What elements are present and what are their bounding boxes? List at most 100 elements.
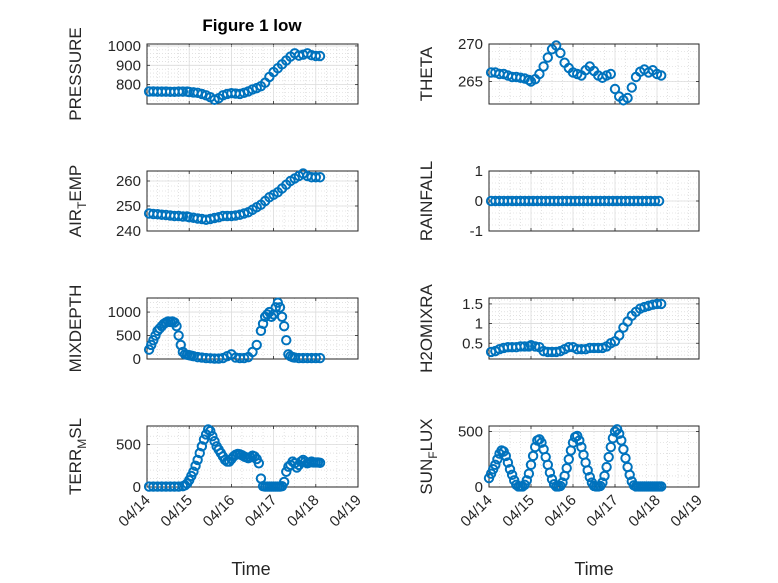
y-tick-label: 0 (133, 351, 141, 368)
data-point (253, 458, 265, 469)
data-point (551, 40, 562, 51)
data-point (651, 298, 663, 310)
data-point (188, 466, 199, 477)
y-tick-label: 500 (458, 424, 483, 441)
y-axis-label: RAINFALL (417, 161, 436, 241)
data-point (207, 430, 218, 442)
data-point (171, 320, 182, 332)
data-point (314, 352, 326, 364)
data-point (492, 454, 503, 465)
y-tick-label: 500 (116, 328, 141, 345)
data-point (266, 311, 277, 322)
data-point (276, 311, 288, 322)
axes-terr-msl: 0 500 TERRMSL 04/14 04/15 04/16 04/17 04/18 04/1… (66, 418, 365, 530)
data-point (538, 61, 549, 72)
y-axis-label: THETA (417, 46, 436, 101)
data-point (198, 434, 210, 445)
y-tick-label: 0.5 (462, 335, 483, 352)
x-tick-label: 04/14 (457, 492, 496, 531)
y-tick-label: 500 (116, 437, 141, 454)
data-point (500, 450, 511, 462)
data-point (536, 437, 547, 448)
x-tick-label: 04/15 (157, 492, 196, 531)
data-point (190, 460, 201, 472)
axes-sun-flux: 0 500 SUNFLUX 04/14 04/15 04/16 04/17 04/18 04/1… (417, 418, 706, 530)
data-point (605, 68, 616, 80)
data-point (542, 52, 553, 63)
y-tick-label: 240 (116, 223, 141, 240)
data-point (656, 481, 667, 492)
figure-title: Figure 1 low (202, 16, 302, 35)
data-point (653, 195, 665, 207)
y-tick-label: 0 (475, 479, 483, 496)
data-point (205, 425, 216, 437)
data-point (314, 172, 326, 183)
data-point (584, 471, 595, 483)
data-point (314, 457, 326, 469)
x-tick-label: 04/15 (499, 492, 538, 531)
data-point (656, 298, 667, 310)
data-point (614, 330, 625, 341)
y-axis-label: SUNFLUX (417, 418, 440, 494)
data-point (601, 461, 612, 473)
plot-border (488, 297, 700, 360)
y-tick-label: 0 (475, 193, 483, 210)
data-point (504, 464, 516, 475)
data-point (582, 465, 593, 476)
axes-rainfall: -1 0 1 RAINFALL (417, 161, 700, 241)
axes-pressure: 800 900 1000 PRESSURE (66, 27, 359, 121)
x-axis-label-left: Time (231, 559, 270, 579)
y-tick-label: 260 (116, 173, 141, 190)
data-point (614, 428, 625, 439)
data-point (557, 477, 568, 488)
data-point (192, 454, 203, 466)
data-point (194, 447, 205, 459)
axes-h2omixra: 0.5 1 1.5 H2OMIXRA (417, 283, 700, 373)
y-tick-label: 1000 (108, 38, 141, 55)
y-tick-label: 1.5 (462, 296, 483, 313)
data-point (177, 211, 189, 222)
plot-border (146, 43, 359, 105)
data-point (609, 83, 621, 95)
data-point (281, 335, 292, 346)
plot-border (488, 43, 700, 105)
data-point (310, 172, 321, 183)
data-point (245, 452, 256, 463)
y-tick-label: 270 (458, 36, 483, 53)
y-tick-label: 0 (133, 479, 141, 496)
data-point (574, 435, 585, 446)
y-axis-label: AIRTEMP (66, 165, 89, 238)
y-tick-label: 900 (116, 57, 141, 74)
x-tick-label: 04/18 (284, 492, 323, 531)
y-axis-label: PRESSURE (66, 27, 85, 121)
data-point (530, 341, 541, 352)
data-point (624, 469, 635, 480)
data-point (173, 330, 184, 341)
y-axis-label: TERRMSL (66, 418, 89, 495)
data-point (626, 82, 637, 93)
x-axis-label-right: Time (574, 559, 613, 579)
x-tick-label: 04/16 (541, 492, 580, 531)
data-point (502, 457, 514, 468)
data-point (521, 475, 532, 486)
x-tick-label: 04/19 (667, 492, 706, 531)
axes-theta: 265 270 THETA (417, 36, 700, 106)
y-tick-label: -1 (470, 223, 483, 240)
data-point (196, 441, 208, 452)
y-axis-label: H2OMIXRA (417, 283, 436, 372)
plot-border (146, 425, 359, 488)
data-point (278, 476, 290, 488)
data-point (534, 68, 545, 80)
x-tick-label: 04/16 (200, 492, 239, 531)
y-axis-label: MIXDEPTH (66, 285, 85, 373)
y-tick-label: 1 (475, 316, 483, 333)
data-point (278, 320, 290, 332)
y-tick-label: 800 (116, 77, 141, 94)
data-point (603, 451, 614, 463)
axes-mixdepth: 0 500 1000 MIXDEPTH (66, 285, 359, 373)
data-point (177, 86, 189, 97)
y-tick-label: 250 (116, 198, 141, 215)
